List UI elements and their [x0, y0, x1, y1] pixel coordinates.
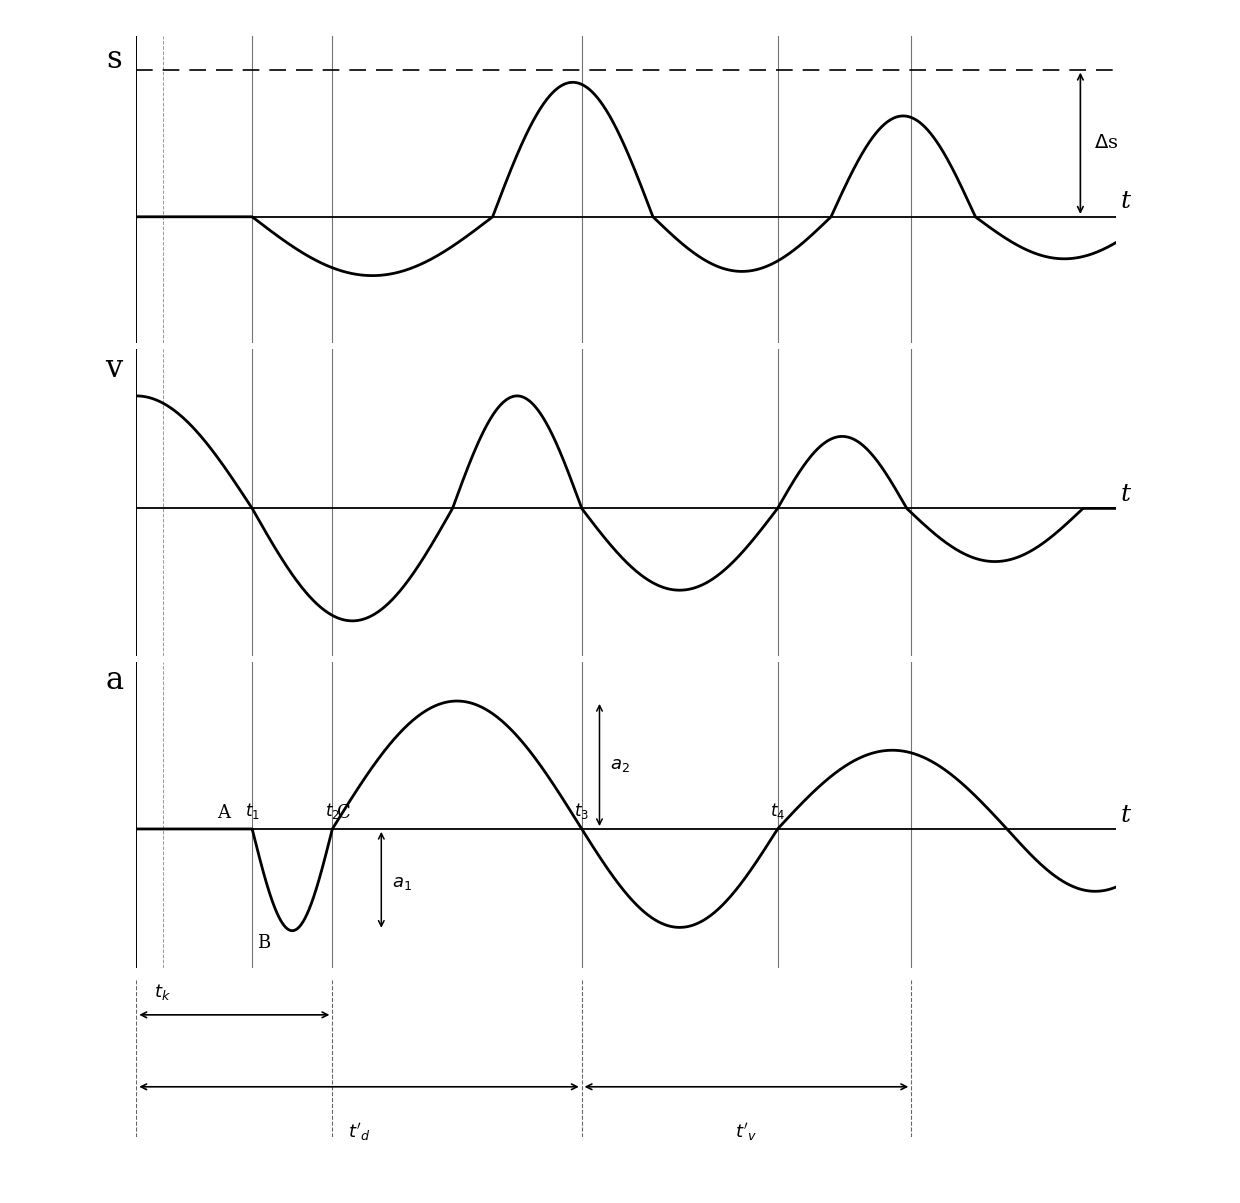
Text: B: B [257, 934, 270, 952]
Text: $t_1$: $t_1$ [244, 801, 259, 820]
Text: $t'_d$: $t'_d$ [347, 1121, 371, 1143]
Text: C: C [337, 805, 351, 823]
Text: $\Delta$s: $\Delta$s [1094, 135, 1118, 153]
Text: $t_3$: $t_3$ [574, 801, 589, 820]
Text: $a_2$: $a_2$ [610, 755, 630, 774]
Text: $t_2$: $t_2$ [325, 801, 340, 820]
Text: $t'_v$: $t'_v$ [735, 1121, 758, 1143]
Text: $t_k$: $t_k$ [154, 983, 171, 1002]
Text: s: s [107, 45, 122, 76]
Text: t: t [1121, 484, 1131, 506]
Text: a: a [105, 665, 123, 695]
Text: v: v [105, 352, 123, 384]
Text: A: A [217, 805, 229, 823]
Text: t: t [1121, 190, 1131, 213]
Text: $t_4$: $t_4$ [770, 801, 785, 820]
Text: t: t [1121, 805, 1131, 828]
Text: $a_1$: $a_1$ [392, 875, 412, 893]
